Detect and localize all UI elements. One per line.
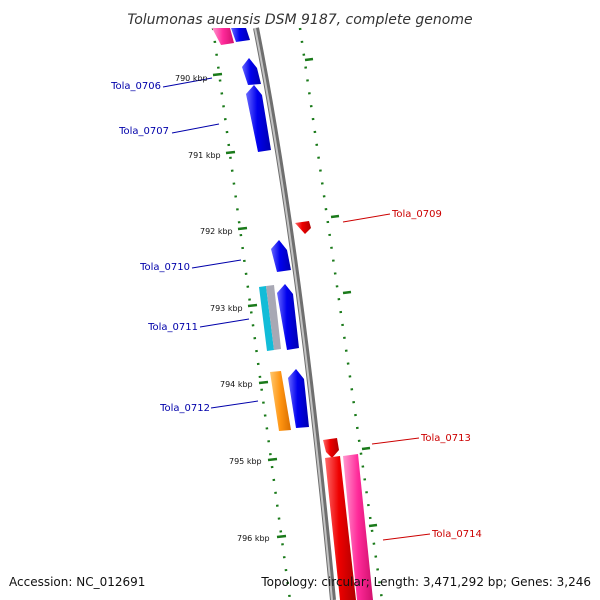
- gene-labels: Tola_0706 Tola_0707 Tola_0710 Tola_0711 …: [110, 81, 482, 540]
- accession-text: Accession: NC_012691: [9, 575, 145, 589]
- kbp-label: 796 kbp: [237, 534, 270, 543]
- gene-label-tola-0711[interactable]: Tola_0711: [147, 322, 198, 333]
- gene-partial-pink: [212, 28, 234, 45]
- kbp-labels: 790 kbp 791 kbp 792 kbp 793 kbp 794 kbp …: [175, 74, 270, 543]
- kbp-label: 791 kbp: [188, 151, 221, 160]
- gene-tola-0707[interactable]: [246, 85, 271, 152]
- outer-tick-track: [298, 27, 384, 600]
- gene-tola-0709[interactable]: [295, 221, 311, 234]
- gene-label-tola-0709[interactable]: Tola_0709: [391, 209, 442, 220]
- gene-label-tola-0710[interactable]: Tola_0710: [139, 262, 190, 273]
- gene-tola-0714[interactable]: [343, 454, 373, 600]
- gene-label-tola-0712[interactable]: Tola_0712: [159, 403, 210, 414]
- genome-backbone: [253, 27, 336, 600]
- inner-genes: [212, 28, 309, 431]
- kbp-label: 790 kbp: [175, 74, 208, 83]
- kbp-label: 793 kbp: [210, 304, 243, 313]
- gene-label-tola-0713[interactable]: Tola_0713: [420, 433, 471, 444]
- gene-label-tola-0706[interactable]: Tola_0706: [110, 81, 161, 92]
- genome-title: Tolumonas auensis DSM 9187, complete gen…: [127, 12, 472, 28]
- kbp-label: 795 kbp: [229, 457, 262, 466]
- gene-partial-blue: [231, 28, 250, 42]
- gene-tola-0713-arrow[interactable]: [323, 438, 339, 458]
- kbp-label: 794 kbp: [220, 380, 253, 389]
- outer-genes: [295, 221, 373, 600]
- label-leaders: [162, 77, 431, 541]
- gene-tola-0711-gray[interactable]: [266, 285, 281, 350]
- gene-tola-0711-cyan[interactable]: [259, 286, 274, 351]
- gene-tola-0712-blue[interactable]: [288, 369, 309, 428]
- gene-tola-0711-blue[interactable]: [277, 284, 299, 350]
- major-ticks: [212, 57, 378, 539]
- gene-label-tola-0707[interactable]: Tola_0707: [118, 126, 169, 137]
- gene-tola-0713[interactable]: [325, 456, 356, 600]
- gene-tola-0706[interactable]: [242, 58, 261, 85]
- kbp-label: 792 kbp: [200, 227, 233, 236]
- gene-tola-0712[interactable]: [270, 371, 291, 431]
- topology-text: Topology: circular; Length: 3,471,292 bp…: [260, 575, 591, 589]
- gene-label-tola-0714[interactable]: Tola_0714: [431, 529, 482, 540]
- gene-tola-0710[interactable]: [271, 240, 291, 272]
